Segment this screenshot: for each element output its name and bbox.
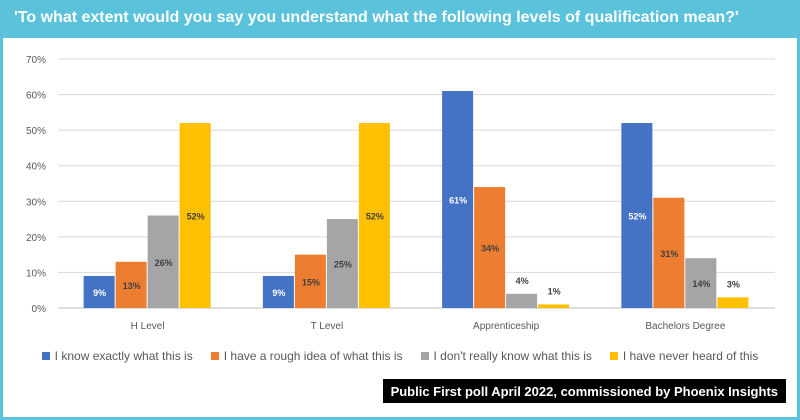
bar-2-0 bbox=[147, 215, 179, 308]
x-tick-label: Bachelors Degree bbox=[645, 321, 725, 332]
data-label: 3% bbox=[727, 279, 740, 289]
data-label: 9% bbox=[272, 288, 285, 298]
title-bar: 'To what extent would you say you unders… bbox=[0, 0, 800, 38]
data-label: 61% bbox=[449, 196, 467, 206]
x-tick-label: H Level bbox=[131, 321, 165, 332]
x-tick-label: Apprenticeship bbox=[473, 321, 540, 332]
legend-label: I have a rough idea of what this is bbox=[223, 349, 403, 363]
bar-3-1 bbox=[358, 123, 390, 309]
data-label: 4% bbox=[516, 276, 529, 286]
y-tick-label: 40% bbox=[26, 162, 46, 173]
bar-0-0 bbox=[83, 275, 115, 308]
bar-0-1 bbox=[262, 275, 294, 308]
data-label: 31% bbox=[660, 249, 678, 259]
bar-1-1 bbox=[294, 254, 326, 308]
x-tick-label: T Level bbox=[311, 321, 344, 332]
bar-3-3 bbox=[717, 297, 749, 308]
bar-0-3 bbox=[621, 123, 653, 309]
y-tick-label: 0% bbox=[32, 304, 47, 315]
legend-item: I have never heard of this bbox=[609, 346, 759, 366]
data-label: 52% bbox=[366, 212, 384, 222]
data-label: 52% bbox=[187, 212, 205, 222]
y-tick-label: 70% bbox=[26, 55, 46, 66]
legend-swatch bbox=[210, 352, 219, 360]
data-label: 25% bbox=[334, 260, 352, 270]
y-tick-label: 10% bbox=[26, 268, 46, 279]
bar-3-2 bbox=[538, 304, 570, 308]
bar-1-2 bbox=[474, 187, 506, 308]
legend-label: I don't really know what this is bbox=[433, 349, 592, 363]
data-label: 14% bbox=[692, 279, 710, 289]
legend-item: I have a rough idea of what this is bbox=[210, 346, 403, 366]
legend-label: I know exactly what this is bbox=[54, 349, 193, 363]
data-label: 1% bbox=[548, 286, 561, 296]
y-tick-label: 60% bbox=[26, 91, 46, 102]
legend-item: I don't really know what this is bbox=[420, 346, 592, 366]
bar-2-1 bbox=[326, 219, 358, 308]
y-tick-label: 30% bbox=[26, 197, 46, 208]
bar-1-0 bbox=[115, 261, 147, 308]
legend-swatch bbox=[41, 352, 50, 360]
bar-2-2 bbox=[506, 293, 538, 308]
data-label: 13% bbox=[123, 281, 141, 291]
footer-caption-box: Public First poll April 2022, commission… bbox=[382, 379, 786, 403]
bar-0-2 bbox=[442, 91, 474, 308]
y-tick-label: 50% bbox=[26, 126, 46, 137]
data-label: 9% bbox=[93, 288, 106, 298]
bar-3-0 bbox=[179, 123, 211, 309]
legend-label: I have never heard of this bbox=[622, 349, 759, 363]
chart-legend: I know exactly what this is I have a roug… bbox=[0, 346, 800, 366]
y-tick-label: 20% bbox=[26, 233, 46, 244]
chart-title: 'To what extent would you say you unders… bbox=[14, 9, 739, 26]
data-label: 52% bbox=[628, 212, 646, 222]
data-label: 26% bbox=[155, 258, 173, 268]
legend-item: I know exactly what this is bbox=[41, 346, 193, 366]
legend-swatch bbox=[420, 352, 429, 360]
bar-1-3 bbox=[653, 197, 685, 308]
data-label: 34% bbox=[481, 244, 499, 254]
data-label: 15% bbox=[302, 277, 320, 287]
legend-swatch bbox=[609, 352, 618, 360]
footer-caption: Public First poll April 2022, commission… bbox=[390, 383, 778, 399]
bar-2-3 bbox=[685, 258, 717, 308]
